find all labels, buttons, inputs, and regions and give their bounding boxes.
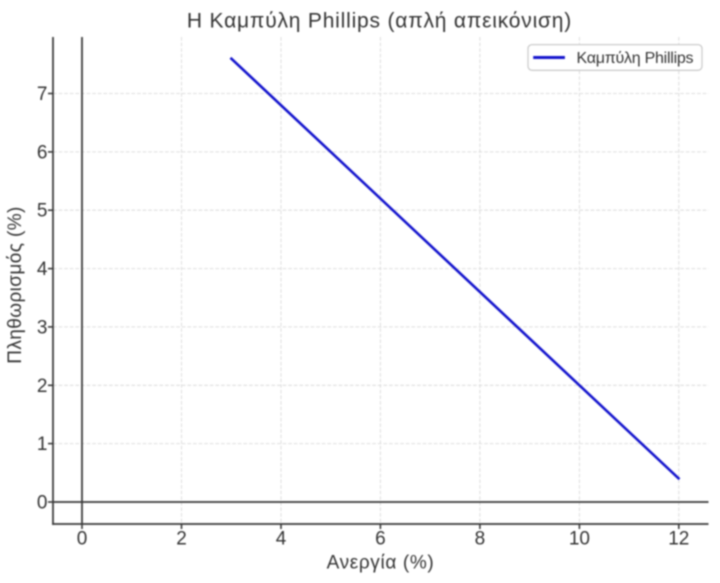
svg-text:2: 2 (176, 529, 187, 550)
svg-text:0: 0 (77, 529, 88, 550)
svg-text:4: 4 (276, 529, 287, 550)
svg-text:Καμπύλη Phillips: Καμπύλη Phillips (577, 50, 694, 67)
svg-text:0: 0 (37, 493, 48, 514)
svg-text:10: 10 (569, 529, 590, 550)
svg-text:6: 6 (37, 142, 48, 163)
svg-text:4: 4 (37, 259, 48, 280)
svg-text:Πληθωρισμός (%): Πληθωρισμός (%) (5, 206, 26, 363)
svg-text:Ανεργία (%): Ανεργία (%) (327, 552, 435, 573)
svg-text:1: 1 (37, 434, 48, 455)
svg-text:6: 6 (375, 529, 386, 550)
svg-text:8: 8 (475, 529, 486, 550)
svg-text:2: 2 (37, 376, 48, 397)
svg-text:12: 12 (668, 529, 689, 550)
svg-text:Η Καμπύλη Phillips (απλή απεικ: Η Καμπύλη Phillips (απλή απεικόνιση) (187, 10, 572, 33)
svg-text:5: 5 (37, 201, 48, 222)
svg-text:3: 3 (37, 317, 48, 338)
svg-text:7: 7 (37, 84, 48, 105)
